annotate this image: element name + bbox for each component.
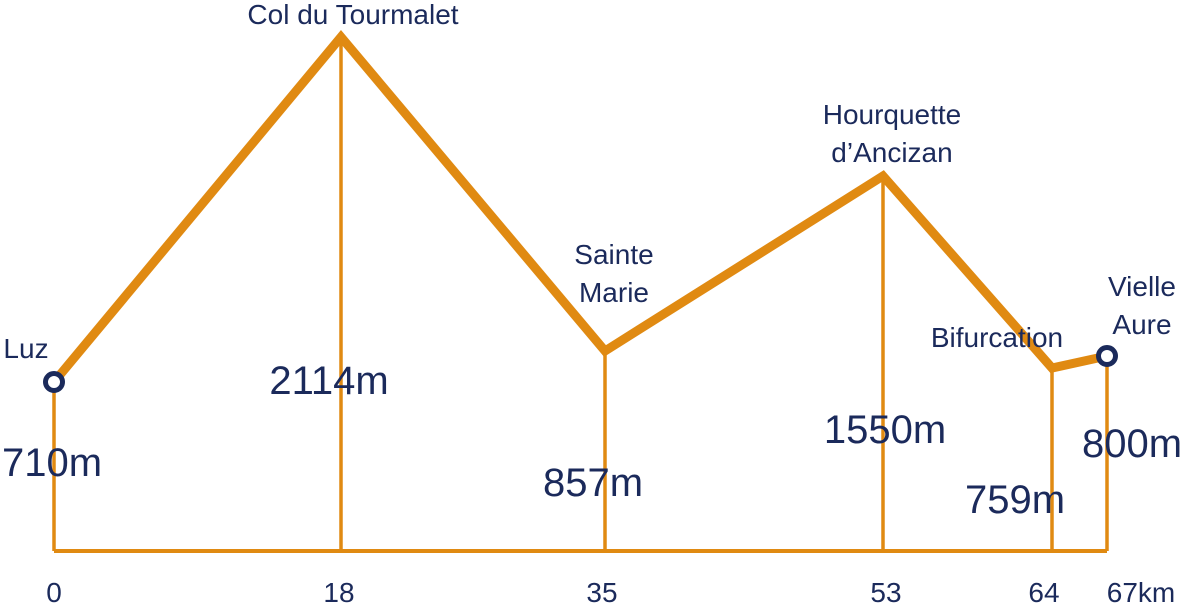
distance-label: 35: [586, 577, 617, 604]
altitude-label: 1550m: [824, 408, 946, 452]
place-name-label: Col du Tourmalet: [247, 0, 458, 30]
endpoint-marker: [1096, 345, 1118, 367]
place-name-label: Sainte: [574, 239, 653, 270]
altitude-label: 710m: [2, 441, 102, 485]
distance-label: 67km: [1107, 577, 1175, 604]
distance-label: 53: [870, 577, 901, 604]
altitude-label: 2114m: [269, 359, 388, 403]
place-name-label: Aure: [1112, 309, 1171, 340]
place-name-label: Luz: [3, 333, 48, 364]
place-name-label: Hourquette: [823, 99, 962, 130]
endpoint-marker: [43, 371, 65, 393]
place-name-label: Bifurcation: [931, 322, 1063, 353]
place-name-label: d’Ancizan: [831, 137, 952, 168]
place-name-label: Vielle: [1108, 271, 1176, 302]
distance-label: 18: [323, 577, 354, 604]
altitude-label: 857m: [543, 461, 643, 505]
route-profile-line: [50, 29, 1108, 385]
altitude-label: 759m: [965, 478, 1065, 522]
distance-label: 64: [1028, 577, 1059, 604]
altitude-label: 800m: [1082, 422, 1182, 466]
distance-label: 0: [46, 577, 62, 604]
place-name-label: Marie: [579, 277, 649, 308]
